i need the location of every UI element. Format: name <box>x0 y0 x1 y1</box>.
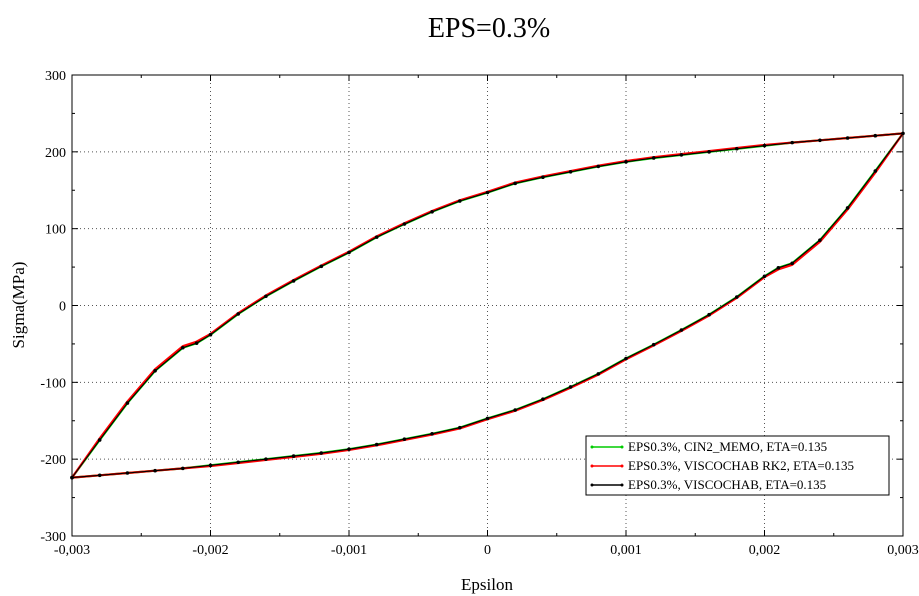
x-axis-ticks: -0,003 -0,002 -0,001 0 0,001 0,002 0,003 <box>54 75 919 558</box>
series-point <box>430 209 434 214</box>
x-axis-label: Epsilon <box>461 575 513 594</box>
series-point <box>264 294 268 299</box>
series-point <box>181 466 185 471</box>
series-point <box>374 442 379 447</box>
series-point <box>347 447 351 451</box>
y-tick-label: -300 <box>40 530 66 545</box>
legend-marker <box>620 445 624 449</box>
series-point <box>707 312 711 317</box>
series-point <box>264 457 268 461</box>
y-tick-label: -200 <box>40 453 66 468</box>
series-point <box>70 475 74 480</box>
legend-marker <box>620 483 624 487</box>
series-point <box>347 250 351 255</box>
series-point <box>596 372 601 376</box>
series-point <box>541 175 545 179</box>
series-point <box>651 156 656 160</box>
series-point <box>430 432 434 436</box>
series-point <box>901 131 905 136</box>
series-point <box>790 140 794 145</box>
series-point <box>596 164 601 169</box>
series-point <box>568 170 573 174</box>
series-point <box>97 438 102 442</box>
x-tick-label: 0,002 <box>749 543 781 558</box>
series-lines <box>70 131 905 480</box>
series-point <box>374 235 379 239</box>
x-tick-label: -0,001 <box>331 543 367 558</box>
chart-title: EPS=0.3% <box>428 13 550 44</box>
legend-entry: EPS0.3%, CIN2_MEMO, ETA=0.135 <box>628 439 827 454</box>
series-point <box>125 401 130 405</box>
y-axis-label: Sigma(MPa) <box>9 262 28 349</box>
x-tick-label: 0,001 <box>610 543 642 558</box>
x-tick-label: -0,003 <box>54 543 90 558</box>
series-point <box>208 463 213 468</box>
y-tick-label: 100 <box>45 223 66 238</box>
series-point <box>873 169 878 173</box>
series-point <box>624 160 628 164</box>
y-tick-label: 0 <box>59 300 66 315</box>
series-point <box>208 332 213 337</box>
series-point <box>845 136 850 140</box>
series-point <box>291 454 296 458</box>
series-point <box>402 222 407 226</box>
legend-entry: EPS0.3%, VISCOCHAB RK2, ETA=0.135 <box>628 458 854 473</box>
series-point <box>513 181 517 186</box>
legend-marker <box>590 445 594 449</box>
series-point <box>153 468 157 473</box>
series-point <box>153 369 157 373</box>
x-tick-label: 0,003 <box>887 543 919 558</box>
series-point <box>762 274 767 279</box>
series-point <box>236 460 240 465</box>
series-point <box>762 143 767 148</box>
legend-marker <box>590 464 594 468</box>
series-point <box>845 206 850 210</box>
series-point <box>776 266 781 270</box>
series-point <box>181 345 185 350</box>
series-point <box>679 328 684 332</box>
series-point <box>458 199 462 203</box>
y-tick-label: 200 <box>45 146 66 161</box>
series-point <box>651 342 656 347</box>
series-point <box>735 295 739 299</box>
series-point <box>319 451 324 455</box>
legend: EPS0.3%, CIN2_MEMO, ETA=0.135 EPS0.3%, VI… <box>585 435 890 496</box>
legend-entry: EPS0.3%, VISCOCHAB, ETA=0.135 <box>628 477 826 492</box>
x-tick-label: -0,002 <box>192 543 228 558</box>
series-point <box>873 133 878 138</box>
series-point <box>790 261 794 266</box>
y-tick-label: -100 <box>40 376 66 391</box>
series-point <box>402 437 407 441</box>
series-point <box>818 138 822 143</box>
series-point <box>97 473 102 478</box>
series-point <box>735 146 739 151</box>
series-point <box>624 356 628 361</box>
series-point <box>125 471 130 475</box>
series-point <box>194 341 199 345</box>
y-tick-label: 300 <box>45 69 66 84</box>
series-point <box>513 408 517 412</box>
series-point <box>236 312 240 316</box>
series-point <box>679 153 684 157</box>
x-tick-label: 0 <box>484 543 491 558</box>
legend-marker <box>620 464 624 468</box>
series-point <box>291 279 296 283</box>
series-point <box>541 397 545 402</box>
legend-box <box>585 435 890 496</box>
legend-marker <box>590 483 594 487</box>
series-point <box>707 150 711 154</box>
series-point <box>818 238 822 242</box>
series-point <box>458 425 462 430</box>
series-point <box>319 264 324 269</box>
series-point <box>485 190 490 195</box>
series-point <box>568 385 573 389</box>
series-point <box>485 416 490 421</box>
y-axis-ticks: -300 -200 -100 0 100 200 300 <box>40 69 903 545</box>
